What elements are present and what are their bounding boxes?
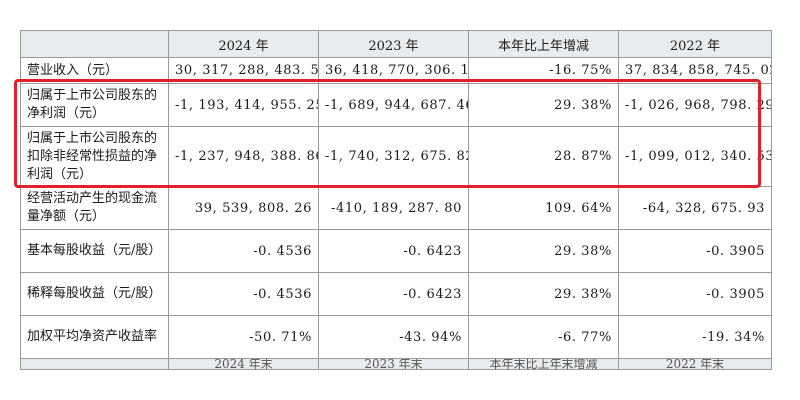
cell-value: -1, 193, 414, 955. 25 [168, 83, 319, 127]
row-label: 归属于上市公司股东的扣除非经常性损益的净利润（元） [20, 126, 169, 187]
footer-header-cell: 本年末比上年末增减 [468, 358, 619, 370]
cell-value: -1, 026, 968, 798. 29 [618, 83, 772, 127]
row-label: 营业收入（元） [20, 57, 169, 84]
table-row-operating-cash-flow: 经营活动产生的现金流量净额（元） 39, 539, 808. 26 -410, … [20, 186, 772, 230]
table-row-adjusted-net-profit: 归属于上市公司股东的扣除非经常性损益的净利润（元） -1, 237, 948, … [20, 126, 772, 187]
table-row-net-profit: 归属于上市公司股东的净利润（元） -1, 193, 414, 955. 25 -… [20, 83, 772, 127]
header-cell-change: 本年比上年增减 [468, 30, 619, 58]
cell-value: 109. 64% [468, 186, 619, 230]
cell-value: 30, 317, 288, 483. 53 [168, 57, 319, 84]
row-label: 经营活动产生的现金流量净额（元） [20, 186, 169, 230]
header-cell-label [20, 30, 169, 58]
cell-value: 39, 539, 808. 26 [168, 186, 319, 230]
cell-value: -410, 189, 287. 80 [318, 186, 469, 230]
cell-value: -19. 34% [618, 315, 772, 359]
cell-value: 36, 418, 770, 306. 16 [318, 57, 469, 84]
cell-value: -50. 71% [168, 315, 319, 359]
cell-value: 29. 38% [468, 229, 619, 273]
cell-value: -0. 6423 [318, 229, 469, 273]
cell-value: -1, 099, 012, 340. 53 [618, 126, 772, 187]
cell-value: -0. 3905 [618, 229, 772, 273]
cell-value: -0. 4536 [168, 229, 319, 273]
row-label: 基本每股收益（元/股） [20, 229, 169, 273]
header-cell-2023: 2023 年 [318, 30, 469, 58]
cell-value: 29. 38% [468, 272, 619, 316]
row-label: 加权平均净资产收益率 [20, 315, 169, 359]
table-row-diluted-eps: 稀释每股收益（元/股） -0. 4536 -0. 6423 29. 38% -0… [20, 272, 772, 316]
cell-value: -0. 4536 [168, 272, 319, 316]
cell-value: -64, 328, 675. 93 [618, 186, 772, 230]
cell-value: -1, 689, 944, 687. 46 [318, 83, 469, 127]
cell-value: -1, 237, 948, 388. 86 [168, 126, 319, 187]
table-footer-header-row: 2024 年末 2023 年末 本年末比上年末增减 2022 年末 [20, 358, 772, 370]
footer-header-cell: 2022 年末 [618, 358, 772, 370]
cell-value: 29. 38% [468, 83, 619, 127]
cell-value: -0. 6423 [318, 272, 469, 316]
table-row-revenue: 营业收入（元） 30, 317, 288, 483. 53 36, 418, 7… [20, 57, 772, 84]
footer-header-cell: 2024 年末 [168, 358, 319, 370]
cell-value: 37, 834, 858, 745. 02 [618, 57, 772, 84]
cell-value: -16. 75% [468, 57, 619, 84]
cell-value: -0. 3905 [618, 272, 772, 316]
cell-value: -6. 77% [468, 315, 619, 359]
footer-header-cell [20, 358, 169, 370]
row-label: 归属于上市公司股东的净利润（元） [20, 83, 169, 127]
cell-value: -43. 94% [318, 315, 469, 359]
table-header-row: 2024 年 2023 年 本年比上年增减 2022 年 [20, 30, 772, 58]
cell-value: 28. 87% [468, 126, 619, 187]
row-label: 稀释每股收益（元/股） [20, 272, 169, 316]
header-cell-2022: 2022 年 [618, 30, 772, 58]
cell-value: -1, 740, 312, 675. 82 [318, 126, 469, 187]
table-row-basic-eps: 基本每股收益（元/股） -0. 4536 -0. 6423 29. 38% -0… [20, 229, 772, 273]
financial-indicators-table: 2024 年 2023 年 本年比上年增减 2022 年 营业收入（元） 30,… [20, 30, 772, 370]
header-cell-2024: 2024 年 [168, 30, 319, 58]
footer-header-cell: 2023 年末 [318, 358, 469, 370]
table-row-roe: 加权平均净资产收益率 -50. 71% -43. 94% -6. 77% -19… [20, 315, 772, 359]
